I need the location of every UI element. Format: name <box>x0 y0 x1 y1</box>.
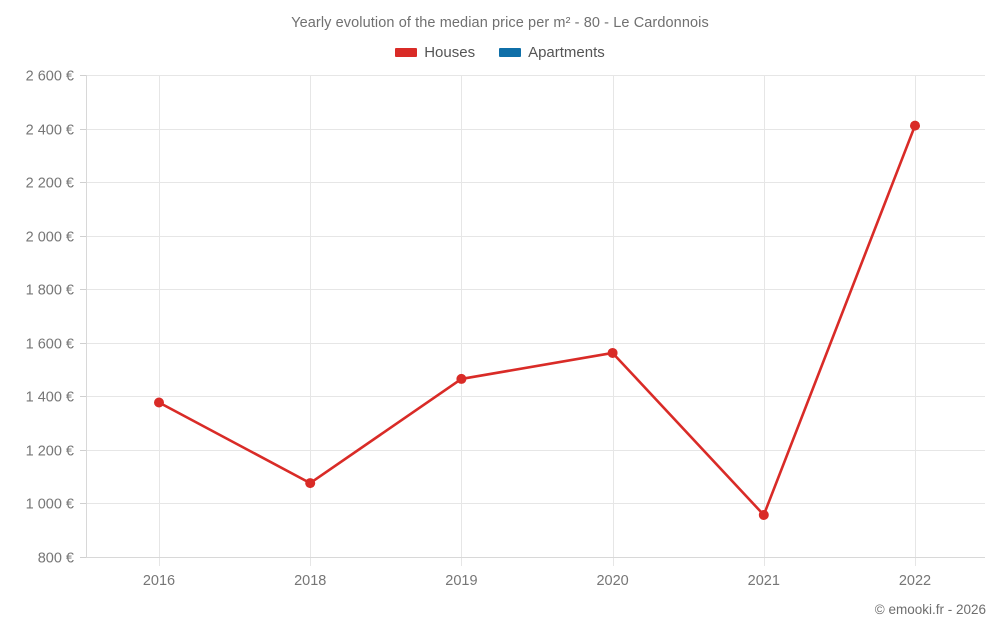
footer-credit: © emooki.fr - 2026 <box>874 602 986 617</box>
y-gridlines <box>80 75 985 558</box>
data-point-houses[interactable] <box>154 397 164 408</box>
y-tick-label: 1 200 € <box>26 444 74 460</box>
chart-title: Yearly evolution of the median price per… <box>291 15 709 31</box>
data-point-houses[interactable] <box>456 373 467 384</box>
legend-swatch-apartments <box>499 48 522 57</box>
y-tick-label: 2 400 € <box>26 123 74 139</box>
x-tick-label: 2018 <box>294 573 326 589</box>
y-tick-label: 1 400 € <box>26 390 74 406</box>
data-point-houses[interactable] <box>305 478 316 489</box>
series-line-houses <box>157 124 917 517</box>
y-tick-label: 1 800 € <box>26 283 74 299</box>
x-gridlines <box>159 75 916 566</box>
x-tick-label: 2019 <box>445 573 477 589</box>
x-tick-label: 2016 <box>143 573 175 589</box>
y-tick-label: 1 600 € <box>26 337 74 353</box>
legend-label-apartments: Apartments <box>528 44 605 61</box>
data-point-houses[interactable] <box>910 120 920 131</box>
axis-lines <box>86 75 985 558</box>
y-tick-label: 1 000 € <box>26 497 74 513</box>
series-paths <box>157 124 917 517</box>
chart-legend: Houses Apartments <box>0 44 1000 61</box>
legend-item-houses[interactable]: Houses <box>395 44 475 61</box>
legend-label-houses: Houses <box>424 44 476 61</box>
x-tick-label: 2020 <box>596 573 628 589</box>
x-tick-label: 2022 <box>899 573 931 589</box>
legend-swatch-houses <box>395 48 418 57</box>
series-markers <box>154 120 920 520</box>
x-axis-tick-labels: 2016 2018 2019 2020 2021 2022 <box>143 573 931 589</box>
y-tick-label: 2 600 € <box>26 69 74 85</box>
data-point-houses[interactable] <box>758 509 769 520</box>
y-axis-tick-labels: 2 600 € 2 400 € 2 200 € 2 000 € 1 800 € 1 600… <box>26 69 74 567</box>
data-point-houses[interactable] <box>607 347 618 358</box>
x-tick-label: 2021 <box>748 573 780 589</box>
y-tick-label: 2 200 € <box>26 176 74 192</box>
y-tick-label: 2 000 € <box>26 230 74 246</box>
legend-item-apartments[interactable]: Apartments <box>499 44 605 61</box>
y-tick-label: 800 € <box>38 551 74 567</box>
